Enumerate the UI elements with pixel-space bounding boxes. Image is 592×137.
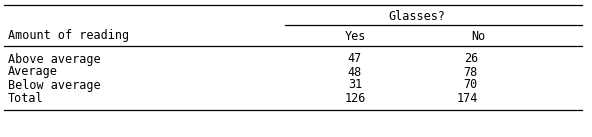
Text: Below average: Below average [8,79,101,92]
Text: 31: 31 [348,79,362,92]
Text: 174: 174 [456,92,478,105]
Text: 48: 48 [348,65,362,79]
Text: Total: Total [8,92,44,105]
Text: 26: 26 [464,52,478,65]
Text: Amount of reading: Amount of reading [8,29,129,42]
Text: 47: 47 [348,52,362,65]
Text: 126: 126 [345,92,366,105]
Text: Yes: Yes [345,29,366,42]
Text: Glasses?: Glasses? [388,9,445,22]
Text: 70: 70 [464,79,478,92]
Text: Average: Average [8,65,58,79]
Text: 78: 78 [464,65,478,79]
Text: Above average: Above average [8,52,101,65]
Text: No: No [471,29,485,42]
